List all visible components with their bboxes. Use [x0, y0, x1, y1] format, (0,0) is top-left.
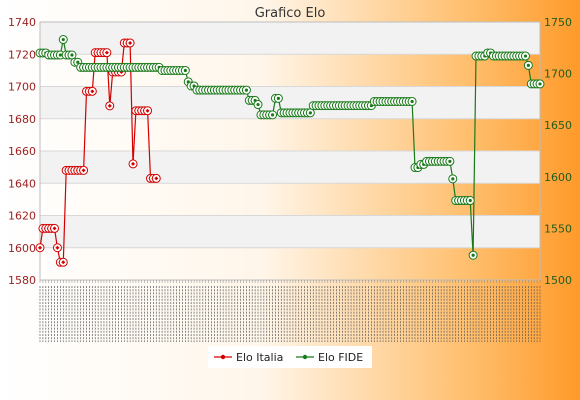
data-point-marker [183, 68, 187, 73]
y-left-tick-label: 1600 [8, 242, 36, 255]
y-right-tick-label: 1500 [544, 274, 572, 287]
y-left-tick-label: 1700 [8, 81, 36, 94]
data-point-marker [523, 54, 528, 58]
data-point-marker [70, 53, 74, 57]
data-point-marker [244, 88, 248, 92]
data-point-marker [90, 89, 95, 94]
legend-marker-elo-fide [302, 354, 308, 360]
y-right-tick-label: 1600 [544, 171, 572, 184]
y-left-tick-label: 1620 [8, 210, 36, 223]
y-right-tick-label: 1650 [544, 119, 572, 132]
data-point-marker [55, 245, 60, 250]
data-point-marker [61, 37, 65, 42]
y-right-tick-label: 1550 [544, 222, 572, 235]
data-point-marker [81, 168, 86, 173]
grid-band [40, 215, 540, 248]
grid-band [40, 151, 540, 184]
data-point-marker [38, 245, 42, 250]
data-point-marker [448, 159, 452, 163]
y-left-tick-label: 1640 [8, 177, 36, 190]
data-point-marker [107, 103, 112, 108]
data-point-marker [58, 53, 62, 57]
data-point-marker [256, 102, 260, 107]
legend-marker-elo-italia [220, 354, 226, 360]
data-point-marker [538, 82, 542, 86]
legend-label-elo-fide: Elo FIDE [318, 351, 363, 364]
y-right-tick-label: 1700 [544, 68, 572, 81]
data-point-marker [468, 198, 472, 203]
data-point-marker [471, 253, 475, 257]
data-point-marker [145, 108, 150, 113]
y-left-tick-label: 1680 [8, 113, 36, 126]
data-point-marker [76, 60, 80, 64]
y-left-tick-label: 1740 [8, 16, 36, 29]
data-point-marker [52, 226, 57, 231]
data-point-marker [128, 40, 133, 45]
data-point-marker [308, 111, 312, 115]
y-left-tick-label: 1580 [8, 274, 36, 287]
data-point-marker [451, 177, 455, 181]
data-point-marker [154, 176, 159, 181]
data-point-marker [104, 50, 109, 55]
data-point-marker [526, 63, 530, 67]
data-point-marker [131, 161, 136, 166]
data-point-marker [61, 260, 66, 265]
y-left-tick-label: 1660 [8, 145, 36, 158]
chart-title: Grafico Elo [255, 6, 326, 21]
legend-label-elo-italia: Elo Italia [236, 351, 283, 364]
data-point-marker [276, 96, 280, 100]
grid-band [40, 22, 540, 55]
data-point-marker [410, 99, 414, 104]
y-right-tick-label: 1750 [544, 16, 572, 29]
y-left-tick-label: 1720 [8, 48, 36, 61]
data-point-marker [270, 113, 275, 117]
legend-box [208, 346, 372, 368]
